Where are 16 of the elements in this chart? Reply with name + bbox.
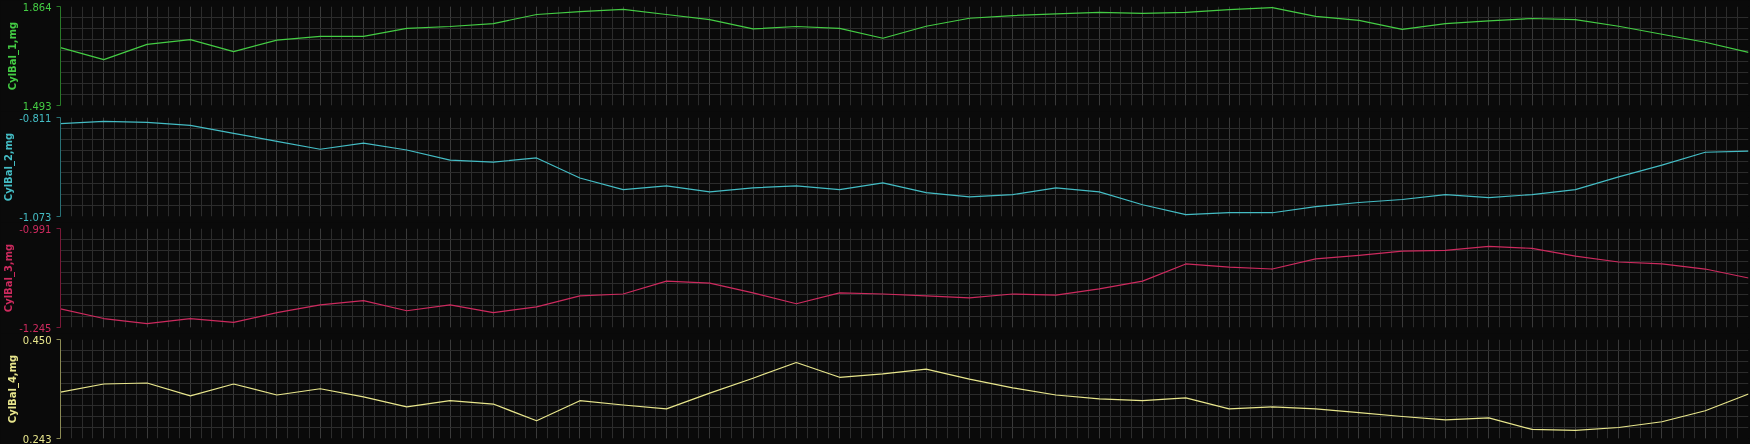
line-series bbox=[60, 245, 1749, 325]
y-axis-title: CylBal_2,mg bbox=[3, 132, 16, 202]
y-tick-label: -1.245 bbox=[19, 322, 52, 334]
line-series bbox=[60, 361, 1749, 431]
line-series bbox=[60, 120, 1749, 216]
y-tick-label: -1.073 bbox=[19, 211, 52, 223]
y-tick-label: -0.811 bbox=[19, 112, 52, 124]
y-axis-title: CylBal_4,mg bbox=[6, 354, 19, 424]
y-axis-title: CylBal_1,mg bbox=[6, 21, 19, 91]
y-tick-label: 0.243 bbox=[22, 433, 52, 445]
y-axis-title: CylBal_3,mg bbox=[3, 243, 16, 313]
y-tick-label: 0.450 bbox=[22, 334, 52, 346]
line-series bbox=[60, 6, 1749, 61]
y-tick-label: 1.493 bbox=[22, 100, 52, 112]
y-tick-label: -0.991 bbox=[19, 223, 52, 235]
y-tick-label: 1.864 bbox=[22, 1, 52, 13]
